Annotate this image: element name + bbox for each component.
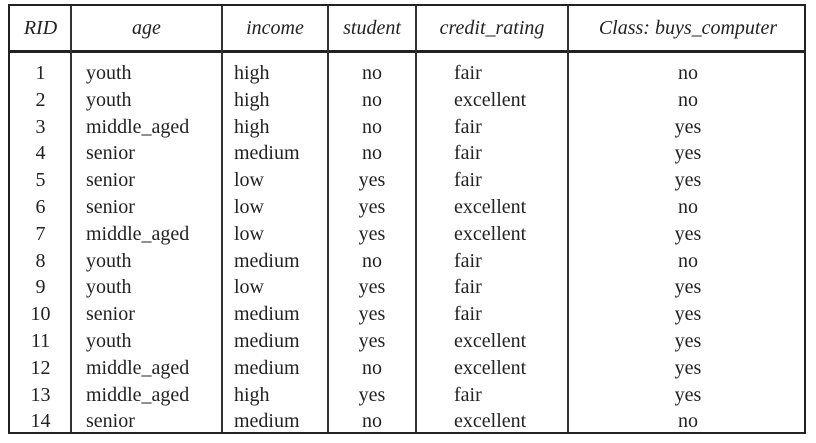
- cell-rid: 3: [35, 115, 46, 138]
- cell-credit-rating: excellent: [454, 222, 527, 245]
- cell-income: high: [234, 383, 270, 406]
- cell-rid: 6: [35, 196, 46, 218]
- cell-student: no: [362, 249, 382, 272]
- cell-credit-rating: fair: [454, 115, 482, 138]
- cell-age: senior: [86, 410, 135, 433]
- cell-student: no: [362, 356, 382, 379]
- header-divider: [10, 50, 804, 53]
- cell-class-buys-computer: yes: [674, 303, 702, 326]
- column-divider: [70, 6, 72, 432]
- cell-student: yes: [358, 196, 386, 218]
- cell-rid: 8: [35, 249, 46, 272]
- cell-income: low: [234, 169, 264, 192]
- cell-age: youth: [86, 276, 132, 299]
- cell-credit-rating: fair: [454, 303, 482, 326]
- cell-student: no: [362, 142, 382, 165]
- cell-income: medium: [234, 249, 300, 272]
- cell-rid: 2: [35, 88, 46, 111]
- cell-credit-rating: fair: [454, 169, 482, 192]
- cell-credit-rating: fair: [454, 142, 482, 165]
- cell-student: no: [362, 115, 382, 138]
- cell-class-buys-computer: no: [678, 410, 698, 433]
- column-divider: [567, 6, 569, 432]
- cell-age: senior: [86, 303, 135, 326]
- cell-rid: 12: [30, 356, 51, 379]
- cell-income: low: [234, 222, 264, 245]
- cell-class-buys-computer: no: [678, 88, 698, 111]
- cell-income: high: [234, 88, 270, 111]
- cell-income: high: [234, 62, 270, 84]
- cell-student: yes: [358, 222, 386, 245]
- header-age: age: [132, 17, 161, 39]
- cell-age: middle_aged: [86, 356, 190, 379]
- column-divider: [221, 6, 223, 432]
- cell-income: medium: [234, 330, 300, 352]
- cell-income: medium: [234, 356, 300, 379]
- cell-student: no: [362, 410, 382, 433]
- cell-rid: 14: [30, 410, 51, 433]
- cell-student: no: [362, 62, 382, 84]
- cell-rid: 10: [30, 303, 51, 326]
- cell-class-buys-computer: yes: [674, 222, 702, 245]
- cell-income: medium: [234, 303, 300, 326]
- cell-age: youth: [86, 88, 132, 111]
- cell-class-buys-computer: no: [678, 196, 698, 218]
- cell-rid: 4: [35, 142, 46, 165]
- header-class-buys-computer: Class: buys_computer: [598, 17, 778, 39]
- cell-age: senior: [86, 196, 135, 218]
- cell-income: high: [234, 115, 270, 138]
- cell-student: yes: [358, 303, 386, 326]
- header-income: income: [246, 17, 304, 39]
- cell-rid: 13: [30, 383, 51, 406]
- column-divider: [327, 6, 329, 432]
- cell-class-buys-computer: yes: [674, 383, 702, 406]
- cell-rid: 1: [35, 62, 46, 84]
- cell-age: middle_aged: [86, 222, 190, 245]
- cell-class-buys-computer: yes: [674, 356, 702, 379]
- cell-age: senior: [86, 142, 135, 165]
- cell-credit-rating: excellent: [454, 88, 527, 111]
- cell-credit-rating: excellent: [454, 356, 527, 379]
- cell-student: yes: [358, 383, 386, 406]
- cell-rid: 7: [35, 222, 46, 245]
- cell-class-buys-computer: yes: [674, 276, 702, 299]
- cell-student: yes: [358, 330, 386, 352]
- cell-class-buys-computer: yes: [674, 115, 702, 138]
- cell-income: medium: [234, 410, 300, 433]
- cell-age: youth: [86, 62, 132, 84]
- cell-income: medium: [234, 142, 300, 165]
- header-rid: RID: [23, 17, 58, 39]
- cell-age: senior: [86, 169, 135, 192]
- cell-student: yes: [358, 276, 386, 299]
- cell-class-buys-computer: yes: [674, 142, 702, 165]
- header-student: student: [343, 17, 401, 39]
- cell-class-buys-computer: no: [678, 249, 698, 272]
- cell-age: youth: [86, 330, 132, 352]
- cell-rid: 5: [35, 169, 46, 192]
- cell-credit-rating: fair: [454, 249, 482, 272]
- column-divider: [415, 6, 417, 432]
- data-table: RID age income student credit_rating Class: b…: [8, 4, 806, 434]
- cell-student: yes: [358, 169, 386, 192]
- cell-credit-rating: excellent: [454, 410, 527, 433]
- header-credit-rating: credit_rating: [439, 17, 545, 39]
- cell-credit-rating: excellent: [454, 196, 527, 218]
- cell-student: no: [362, 88, 382, 111]
- cell-credit-rating: fair: [454, 276, 482, 299]
- cell-credit-rating: fair: [454, 62, 482, 84]
- cell-age: middle_aged: [86, 383, 190, 406]
- cell-class-buys-computer: yes: [674, 169, 702, 192]
- cell-class-buys-computer: no: [678, 62, 698, 84]
- cell-class-buys-computer: yes: [674, 330, 702, 352]
- cell-income: low: [234, 196, 264, 218]
- cell-credit-rating: fair: [454, 383, 482, 406]
- cell-income: low: [234, 276, 264, 299]
- cell-rid: 11: [30, 330, 51, 352]
- cell-age: youth: [86, 249, 132, 272]
- cell-age: middle_aged: [86, 115, 190, 138]
- cell-rid: 9: [35, 276, 46, 299]
- cell-credit-rating: excellent: [454, 330, 527, 352]
